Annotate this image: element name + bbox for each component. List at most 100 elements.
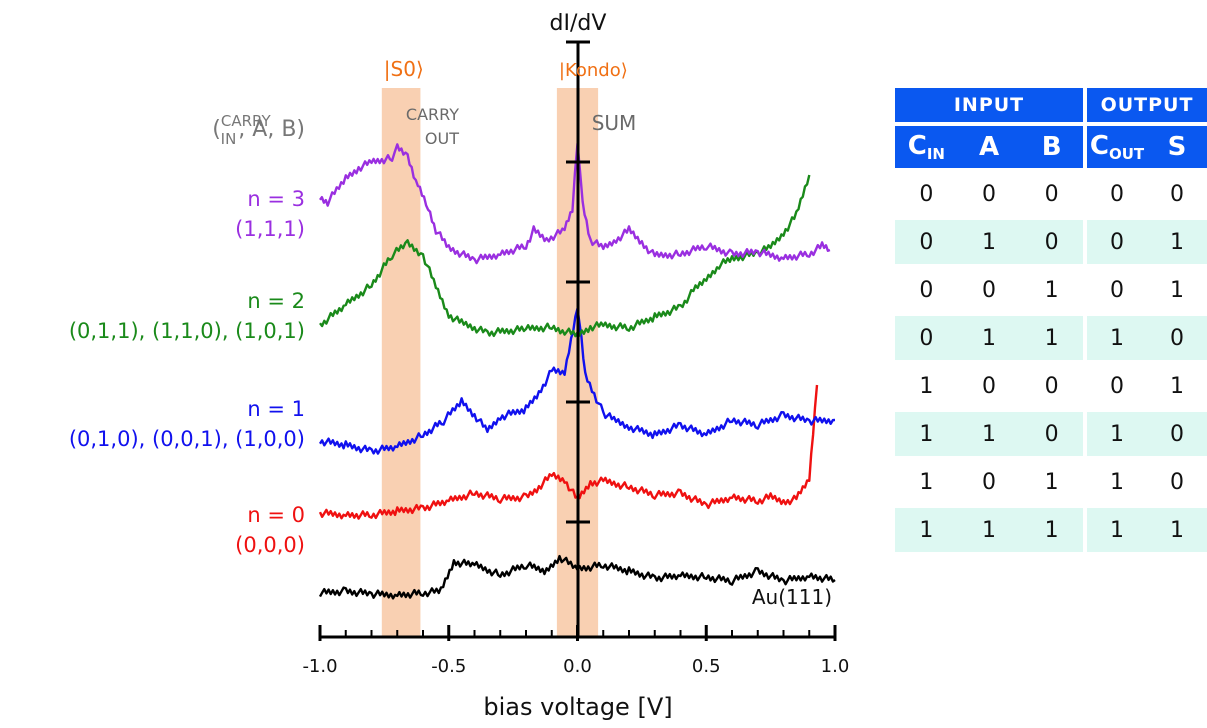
table-cell: 0 [1110,373,1124,399]
table-cell: 0 [982,373,996,399]
band-annotation-2: SUM [592,111,637,135]
table-cell: 1 [1044,325,1059,351]
row-header-super: CARRY [221,112,272,130]
input-column-headers: CIN A B [895,126,1083,168]
table-cell: 1 [982,229,996,255]
x-tick-label-4: 1.0 [821,656,850,677]
table-cell: 1 [1044,517,1059,543]
x-tick-label-1: -0.5 [431,656,466,677]
row-input-group: 0 0 0 [895,172,1083,216]
au111-label: Au(111) [752,585,832,609]
col-header-b: B [1041,132,1062,162]
col-header-s: S [1167,132,1187,162]
table-cell: 0 [982,469,996,495]
table-cell: 0 [919,277,934,303]
table-cell: 0 [1170,469,1184,495]
input-group-header: INPUT [895,88,1083,122]
table-cell: 0 [1170,325,1184,351]
table-cell: 1 [982,517,996,543]
x-tick-label-2: 0.0 [563,656,592,677]
axes-layer: -1.0 -0.5 0.0 0.5 1.0 dI/dV bias voltage [V] [302,11,849,721]
band-0 [381,88,421,637]
table-cell: 0 [1044,421,1059,447]
band-label-1: |Kondo⟩ [559,60,628,81]
series-label-1-1: (0,0,0) [235,533,305,557]
table-cell: 1 [919,373,934,399]
table-cell: 0 [1044,229,1059,255]
row-header-prefix: ( [212,117,221,142]
x-tick-label-3: 0.5 [692,656,721,677]
row-input-group: 0 0 1 [895,268,1083,312]
table-cell: 0 [1110,277,1124,303]
table-cell: 1 [1110,325,1124,351]
row-input-group: 1 0 1 [895,460,1083,504]
series-label-2-0: n = 1 [247,397,305,421]
series-label-3-0: n = 2 [247,289,305,313]
output-group-header: OUTPUT [1087,88,1207,122]
table-cell: 0 [1170,421,1184,447]
series-label-4-1: (1,1,1) [235,217,305,241]
table-cell: 1 [1110,517,1124,543]
table-cell: 1 [1170,373,1184,399]
y-axis-label: dI/dV [550,11,607,36]
table-cell: 0 [982,181,996,207]
table-cell: 0 [919,229,934,255]
col-header-cout: COUT [1089,131,1145,163]
table-cell: 1 [982,421,996,447]
table-cell: 0 [919,325,934,351]
row-input-group: 0 1 0 [895,220,1083,264]
series-label-1-0: n = 0 [247,503,305,527]
band-annotation-1: OUT [425,129,459,148]
row-header-suffix: , A, B) [238,117,305,142]
table-cell: 1 [1170,277,1184,303]
x-axis-label: bias voltage [V] [483,693,672,721]
row-header-sub: IN [221,130,237,148]
row-input-group: 1 1 1 [895,508,1083,552]
band-label-0: |S0⟩ [384,57,424,81]
row-input-group: 0 1 1 [895,316,1083,360]
table-cell: 0 [1110,229,1124,255]
series-label-3-1: (0,1,1), (1,1,0), (1,0,1) [69,319,305,343]
table-cell: 0 [919,181,934,207]
table-cell: 1 [919,421,934,447]
table-cell: 1 [919,469,934,495]
table-cell: 1 [1110,421,1124,447]
series-label-2-1: (0,1,0), (0,0,1), (1,0,0) [69,427,305,451]
col-header-a: A [978,132,1000,162]
series-line-3 [319,174,811,338]
output-column-headers: COUT S [1087,126,1207,168]
series-label-4-0: n = 3 [247,187,305,211]
col-header-cin: CIN [907,131,945,163]
table-cell: 0 [1044,373,1059,399]
table-cell: 1 [1110,469,1124,495]
row-input-group: 1 0 0 [895,364,1083,408]
table-cell: 0 [1044,181,1059,207]
series-line-1 [318,384,819,520]
x-tick-label-0: -1.0 [302,656,337,677]
table-cell: 1 [1170,229,1184,255]
band-annotation-0: CARRY [406,105,459,124]
table-cell: 1 [919,517,934,543]
table-cell: 1 [982,325,996,351]
row-input-group: 1 1 0 [895,412,1083,456]
series-line-4 [319,142,831,265]
